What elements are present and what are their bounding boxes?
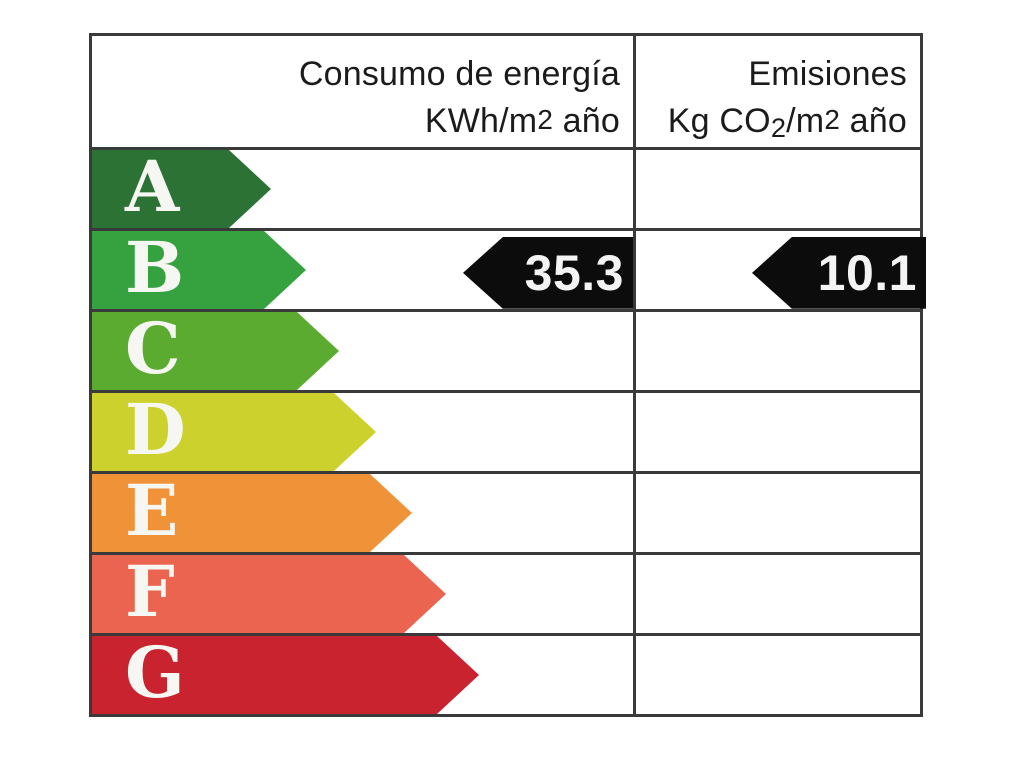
rating-row-e-emissions-cell bbox=[633, 474, 920, 552]
rating-row-b-emissions-cell: 10.1 bbox=[633, 231, 926, 309]
emissions-header-title: Emisiones bbox=[748, 55, 907, 93]
rating-row-a-emissions-cell bbox=[633, 150, 920, 228]
rating-row-c: C bbox=[92, 309, 920, 390]
energy-rating-table: Consumo de energía KWh/m2 año Emisiones … bbox=[89, 33, 926, 717]
emissions-value: 10.1 bbox=[817, 244, 917, 301]
rating-row-e-consumption-cell: E bbox=[92, 474, 633, 552]
rating-band-c: C bbox=[92, 312, 339, 390]
emissions-header: Emisiones Kg CO2/m2 año bbox=[633, 36, 920, 147]
rating-row-a: A bbox=[92, 147, 920, 228]
rating-row-d: D bbox=[92, 390, 920, 471]
header-row: Consumo de energía KWh/m2 año Emisiones … bbox=[92, 36, 920, 147]
rating-row-b: B 35.3 10.1 bbox=[92, 228, 926, 309]
rating-row-e: E bbox=[92, 471, 920, 552]
rating-row-d-consumption-cell: D bbox=[92, 393, 633, 471]
rating-row-c-emissions-cell bbox=[633, 312, 920, 390]
rating-band-a: A bbox=[92, 150, 271, 228]
rating-row-c-consumption-cell: C bbox=[92, 312, 633, 390]
rating-letter-f: F bbox=[125, 550, 175, 633]
rating-letter-e: E bbox=[125, 469, 179, 552]
rating-row-g-emissions-cell bbox=[633, 636, 920, 714]
consumption-value: 35.3 bbox=[524, 244, 624, 301]
consumption-header-title: Consumo de energía bbox=[298, 55, 620, 93]
rating-band-f: F bbox=[92, 555, 446, 633]
rating-row-d-emissions-cell bbox=[633, 393, 920, 471]
emissions-header-units: Kg CO2/m2 año bbox=[667, 101, 907, 143]
consumption-header: Consumo de energía KWh/m2 año bbox=[92, 36, 633, 147]
rating-letter-d: D bbox=[125, 388, 186, 471]
rating-letter-b: B bbox=[125, 226, 185, 309]
consumption-value-arrow: 35.3 bbox=[463, 236, 633, 309]
rating-letter-g: G bbox=[125, 631, 185, 714]
rating-row-g-consumption-cell: G bbox=[92, 636, 633, 714]
emissions-value-arrow: 10.1 bbox=[752, 236, 926, 309]
rating-band-b: B bbox=[92, 231, 306, 309]
rating-row-f-emissions-cell bbox=[633, 555, 920, 633]
rating-letter-c: C bbox=[125, 307, 181, 390]
rating-row-b-consumption-cell: B 35.3 bbox=[92, 231, 633, 309]
rating-row-f-consumption-cell: F bbox=[92, 555, 633, 633]
rating-row-g: G bbox=[92, 633, 920, 714]
rating-band-e: E bbox=[92, 474, 412, 552]
rating-band-g: G bbox=[92, 636, 479, 714]
rating-row-a-consumption-cell: A bbox=[92, 150, 633, 228]
rating-band-d: D bbox=[92, 393, 376, 471]
consumption-header-units: KWh/m2 año bbox=[424, 101, 620, 140]
rating-letter-a: A bbox=[125, 145, 180, 228]
rating-row-f: F bbox=[92, 552, 920, 633]
